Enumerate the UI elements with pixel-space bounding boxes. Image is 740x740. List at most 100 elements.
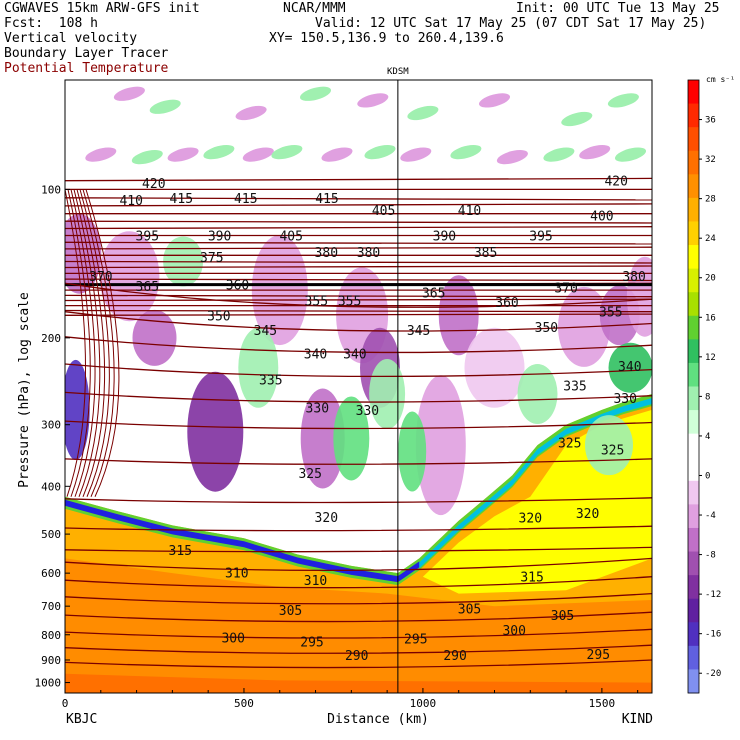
theta-contour-label: 345 xyxy=(254,324,277,339)
colorbar-swatch xyxy=(688,245,699,270)
theta-contour-line xyxy=(70,189,96,497)
colorbar-tick-label: 4 xyxy=(705,432,710,442)
colorbar-swatch xyxy=(688,622,699,647)
colorbar-swatch xyxy=(688,268,699,293)
wave-cell xyxy=(407,105,439,121)
theta-contour-line xyxy=(65,177,652,182)
theta-contour-label: 310 xyxy=(225,566,248,581)
theta-contours xyxy=(65,177,652,669)
theta-contour-line xyxy=(65,391,652,403)
model-title: CGWAVES 15km ARW-GFS init xyxy=(4,1,200,16)
colorbar-swatch xyxy=(688,292,699,317)
velocity-cell xyxy=(65,359,90,460)
theta-contour-line xyxy=(65,189,86,497)
wave-cell xyxy=(321,147,353,162)
colorbar-tick-label: 0 xyxy=(705,471,710,481)
theta-contour-label: 360 xyxy=(495,296,518,311)
theta-contour-line xyxy=(65,363,652,378)
velocity-cell xyxy=(438,275,479,356)
colorbar: 36 32 28 24 20 16 12 8 4 0 -4 -8 -12 -16 -20 xyxy=(687,79,721,694)
colorbar-tick-label: 20 xyxy=(705,274,716,284)
theta-contour-label: 415 xyxy=(315,192,338,207)
theta-contour-label: 350 xyxy=(535,321,558,336)
theta-contour-line xyxy=(65,203,652,207)
theta-contour-label: 305 xyxy=(279,604,302,619)
velocity-cell xyxy=(333,396,370,481)
colorbar-tick-label: 28 xyxy=(705,195,716,205)
theta-contour-line xyxy=(65,313,652,316)
velocity-cell xyxy=(608,342,652,393)
theta-contour-label: 340 xyxy=(343,347,366,362)
y-tick-label: 400 xyxy=(41,480,61,493)
colorbar-swatch xyxy=(688,386,699,411)
colorbar-tick-label: 16 xyxy=(705,313,716,323)
colorbar-tick-label: 36 xyxy=(705,116,716,126)
wave-cell xyxy=(203,144,235,160)
y-tick-label: 300 xyxy=(41,419,61,432)
wave-cell xyxy=(543,147,575,162)
theta-contour-label: 295 xyxy=(587,648,610,663)
theta-contour-label: 300 xyxy=(502,624,525,639)
theta-contour-label: 305 xyxy=(551,609,574,624)
theta-contour-label: 300 xyxy=(221,631,244,646)
theta-contour-line xyxy=(65,311,652,332)
theta-contour-label: 330 xyxy=(613,392,636,407)
theta-contour-label: 410 xyxy=(458,204,481,219)
colorbar-swatch xyxy=(688,315,699,340)
theta-contour-line xyxy=(79,189,110,497)
theta-contour-label: 320 xyxy=(576,507,599,522)
y-tick-label: 700 xyxy=(41,600,61,613)
wave-cell xyxy=(149,99,181,114)
wave-cell xyxy=(614,147,647,162)
colorbar-tick-label: -8 xyxy=(705,551,716,561)
theta-contour-label: 420 xyxy=(142,177,165,192)
theta-contour-label: 385 xyxy=(474,246,497,261)
velocity-cell xyxy=(300,388,345,489)
colorbar-tick-label: -12 xyxy=(705,590,721,600)
theta-contour-label: 330 xyxy=(356,404,379,419)
colorbar-swatch xyxy=(688,221,699,246)
x-tick-label: 1000 xyxy=(410,697,437,710)
colorbar-swatch xyxy=(688,504,699,529)
y-tick-label: 1000 xyxy=(35,677,62,690)
colorbar-unit: cm s⁻¹ xyxy=(706,75,735,84)
theta-contour-line xyxy=(65,659,652,669)
theta-contour-label: 415 xyxy=(234,192,257,207)
theta-contour-line xyxy=(82,189,115,497)
wave-cell xyxy=(167,147,199,162)
wave-cell xyxy=(496,149,528,165)
theta-contour-label: 365 xyxy=(422,287,445,302)
theta-contour-line xyxy=(65,576,652,589)
theta-contour-line xyxy=(65,628,652,639)
colorbar-swatch xyxy=(688,669,699,694)
theta-contour-label: 325 xyxy=(558,437,581,452)
theta-contour-line xyxy=(65,497,652,504)
colorbar-swatch xyxy=(688,598,699,623)
colorbar-swatch xyxy=(688,197,699,222)
theta-contour-line xyxy=(85,189,120,497)
colorbar-tick-label: -20 xyxy=(705,669,721,679)
colorbar-swatch xyxy=(688,575,699,600)
forecast-hour: Fcst: 108 h xyxy=(4,16,98,31)
theta-contour-line xyxy=(65,278,652,282)
theta-contour-label: 350 xyxy=(207,309,230,324)
colorbar-swatch xyxy=(688,127,699,152)
theta-contour-line xyxy=(65,282,652,308)
colorbar-swatch xyxy=(688,150,699,175)
wave-cell xyxy=(561,111,593,127)
theta-contour-label: 380 xyxy=(357,246,380,261)
y-tick-label: 800 xyxy=(41,629,61,642)
wave-cell xyxy=(607,93,639,108)
field-potential-temperature: Potential Temperature xyxy=(4,61,169,76)
x-tick-label: 0 xyxy=(62,697,69,710)
velocity-cell xyxy=(517,364,558,424)
velocity-cell xyxy=(464,327,525,408)
theta-contour-line xyxy=(65,525,652,532)
wave-cell xyxy=(299,86,332,101)
x-axis-label: Distance (km) xyxy=(327,712,429,727)
velocity-cell xyxy=(99,231,160,322)
field-vertical-velocity: Vertical velocity xyxy=(4,31,138,46)
theta-contour-label: 355 xyxy=(599,306,622,321)
colorbar-swatch xyxy=(688,645,699,670)
